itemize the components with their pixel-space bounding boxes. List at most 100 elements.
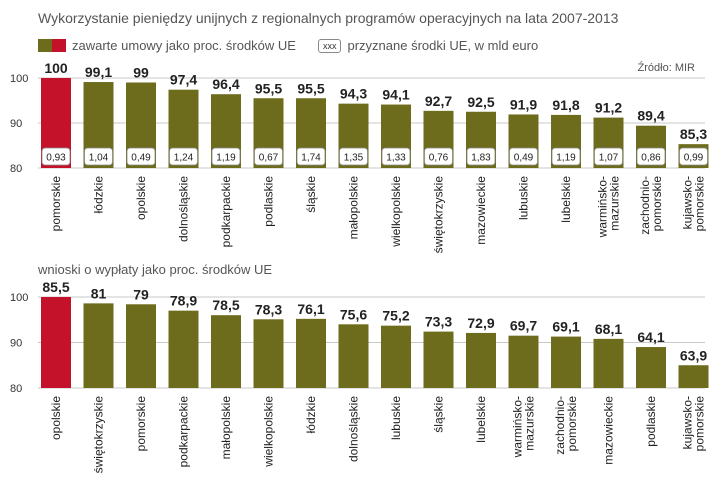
granted-box <box>509 147 538 166</box>
data-label: 92,5 <box>467 94 494 110</box>
category-label: podkarpackie <box>177 396 191 468</box>
y-tick-label: 80 <box>10 163 22 175</box>
category-label-text: łódzkie <box>92 176 106 214</box>
category-label: świętokrzyskie <box>432 176 446 254</box>
bar <box>551 336 581 388</box>
category-label-text: wielkopolskie <box>262 396 276 468</box>
category-label-text: mazurskie <box>523 396 537 451</box>
category-label: małopolskie <box>219 396 233 460</box>
category-label-text: świętokrzyskie <box>432 176 446 254</box>
granted-value: 1,74 <box>301 153 321 164</box>
data-label: 85,3 <box>680 126 707 142</box>
category-label-text: dolnośląskie <box>347 396 361 462</box>
bar <box>636 347 666 388</box>
category-label-text: śląskie <box>304 176 318 213</box>
category-label: lubuskie <box>389 396 403 440</box>
category-label: warmińsko-mazurskie <box>511 396 537 459</box>
granted-value: 1,07 <box>599 153 619 164</box>
data-label: 95,5 <box>297 80 324 96</box>
category-label-text: pomorskie <box>693 176 707 232</box>
granted-value: 0,93 <box>46 153 66 164</box>
category-label: dolnośląskie <box>347 396 361 462</box>
category-label-text: pomorskie <box>693 396 707 452</box>
data-label: 75,2 <box>382 308 409 324</box>
category-label-text: pomorskie <box>49 176 63 232</box>
granted-box <box>211 147 241 166</box>
granted-box <box>381 147 411 166</box>
data-label: 75,6 <box>340 306 367 322</box>
category-label-text: opolskie <box>134 176 148 220</box>
category-label-text: śląskie <box>432 396 446 433</box>
bar <box>253 319 284 388</box>
granted-value: 0,49 <box>514 153 534 164</box>
category-label: lubelskie <box>474 396 488 443</box>
legend-granted-label: przyznane środki UE, w mld euro <box>347 38 539 53</box>
granted-value: 1,33 <box>386 153 406 164</box>
granted-value: 1,83 <box>471 153 491 164</box>
category-label: świętokrzyskie <box>92 396 106 474</box>
category-label: śląskie <box>432 396 446 433</box>
data-label: 96,4 <box>212 76 239 92</box>
category-label-text: lubuskie <box>517 176 531 220</box>
granted-box <box>551 147 581 166</box>
category-label: wielkopolskie <box>389 176 403 248</box>
category-label-text: pomorskie <box>134 396 148 452</box>
data-label: 89,4 <box>637 108 664 124</box>
legend-swatch-red <box>52 39 66 52</box>
category-label-text: zachodnio- <box>553 396 567 455</box>
category-label: opolskie <box>49 396 63 440</box>
granted-value: 0,86 <box>641 153 661 164</box>
data-label: 92,7 <box>425 93 452 109</box>
y-tick-label: 90 <box>10 338 22 350</box>
bar <box>593 338 624 388</box>
granted-box <box>169 147 198 166</box>
category-label: opolskie <box>134 176 148 220</box>
category-label-text: dolnośląskie <box>177 176 191 242</box>
bar <box>296 318 326 388</box>
data-label: 79 <box>133 286 149 302</box>
category-label: łódzkie <box>304 396 318 434</box>
category-label-text: podkarpackie <box>177 396 191 468</box>
granted-box <box>339 147 368 166</box>
bar <box>423 331 454 388</box>
data-label: 78,9 <box>170 293 197 309</box>
category-label-text: lubelskie <box>474 396 488 443</box>
bar <box>83 303 114 388</box>
granted-value: 1,35 <box>344 153 364 164</box>
granted-box <box>679 147 708 166</box>
granted-box <box>466 147 496 166</box>
category-label: pomorskie <box>49 176 63 232</box>
granted-value: 0,76 <box>429 153 449 164</box>
data-label: 99,1 <box>85 64 112 80</box>
granted-box <box>424 147 453 166</box>
bar <box>41 297 71 388</box>
granted-value: 1,19 <box>216 153 236 164</box>
data-label: 78,3 <box>255 301 282 317</box>
bar <box>466 332 496 388</box>
granted-box <box>41 147 71 166</box>
source-note: Źródło: MIR <box>637 62 695 74</box>
data-label: 95,5 <box>255 80 282 96</box>
data-label: 69,1 <box>552 319 579 335</box>
category-label-text: podlaskie <box>262 176 276 227</box>
data-label: 91,8 <box>552 97 579 113</box>
granted-box <box>84 147 113 166</box>
category-label-text: świętokrzyskie <box>92 396 106 474</box>
legend: zawarte umowy jako proc. środków UE xxx … <box>38 38 538 53</box>
category-label-text: podkarpackie <box>219 176 233 248</box>
granted-value: 0,67 <box>259 153 279 164</box>
category-label-text: podlaskie <box>644 396 658 447</box>
category-label-text: mazowieckie <box>602 396 616 465</box>
legend-contracts-label: zawarte umowy jako proc. środków UE <box>72 38 296 53</box>
granted-box <box>594 147 623 166</box>
category-label-text: warmińsko- <box>511 396 525 458</box>
legend-swatch-olive <box>38 39 52 52</box>
category-label: podkarpackie <box>219 176 233 248</box>
category-label: lubuskie <box>517 176 531 220</box>
y-tick-label: 100 <box>10 73 28 85</box>
category-label-text: wielkopolskie <box>389 176 403 248</box>
data-label: 94,3 <box>340 86 367 102</box>
category-label: warmińsko-mazurskie <box>596 176 622 239</box>
category-label: kujawsko-pomorskie <box>681 396 707 452</box>
